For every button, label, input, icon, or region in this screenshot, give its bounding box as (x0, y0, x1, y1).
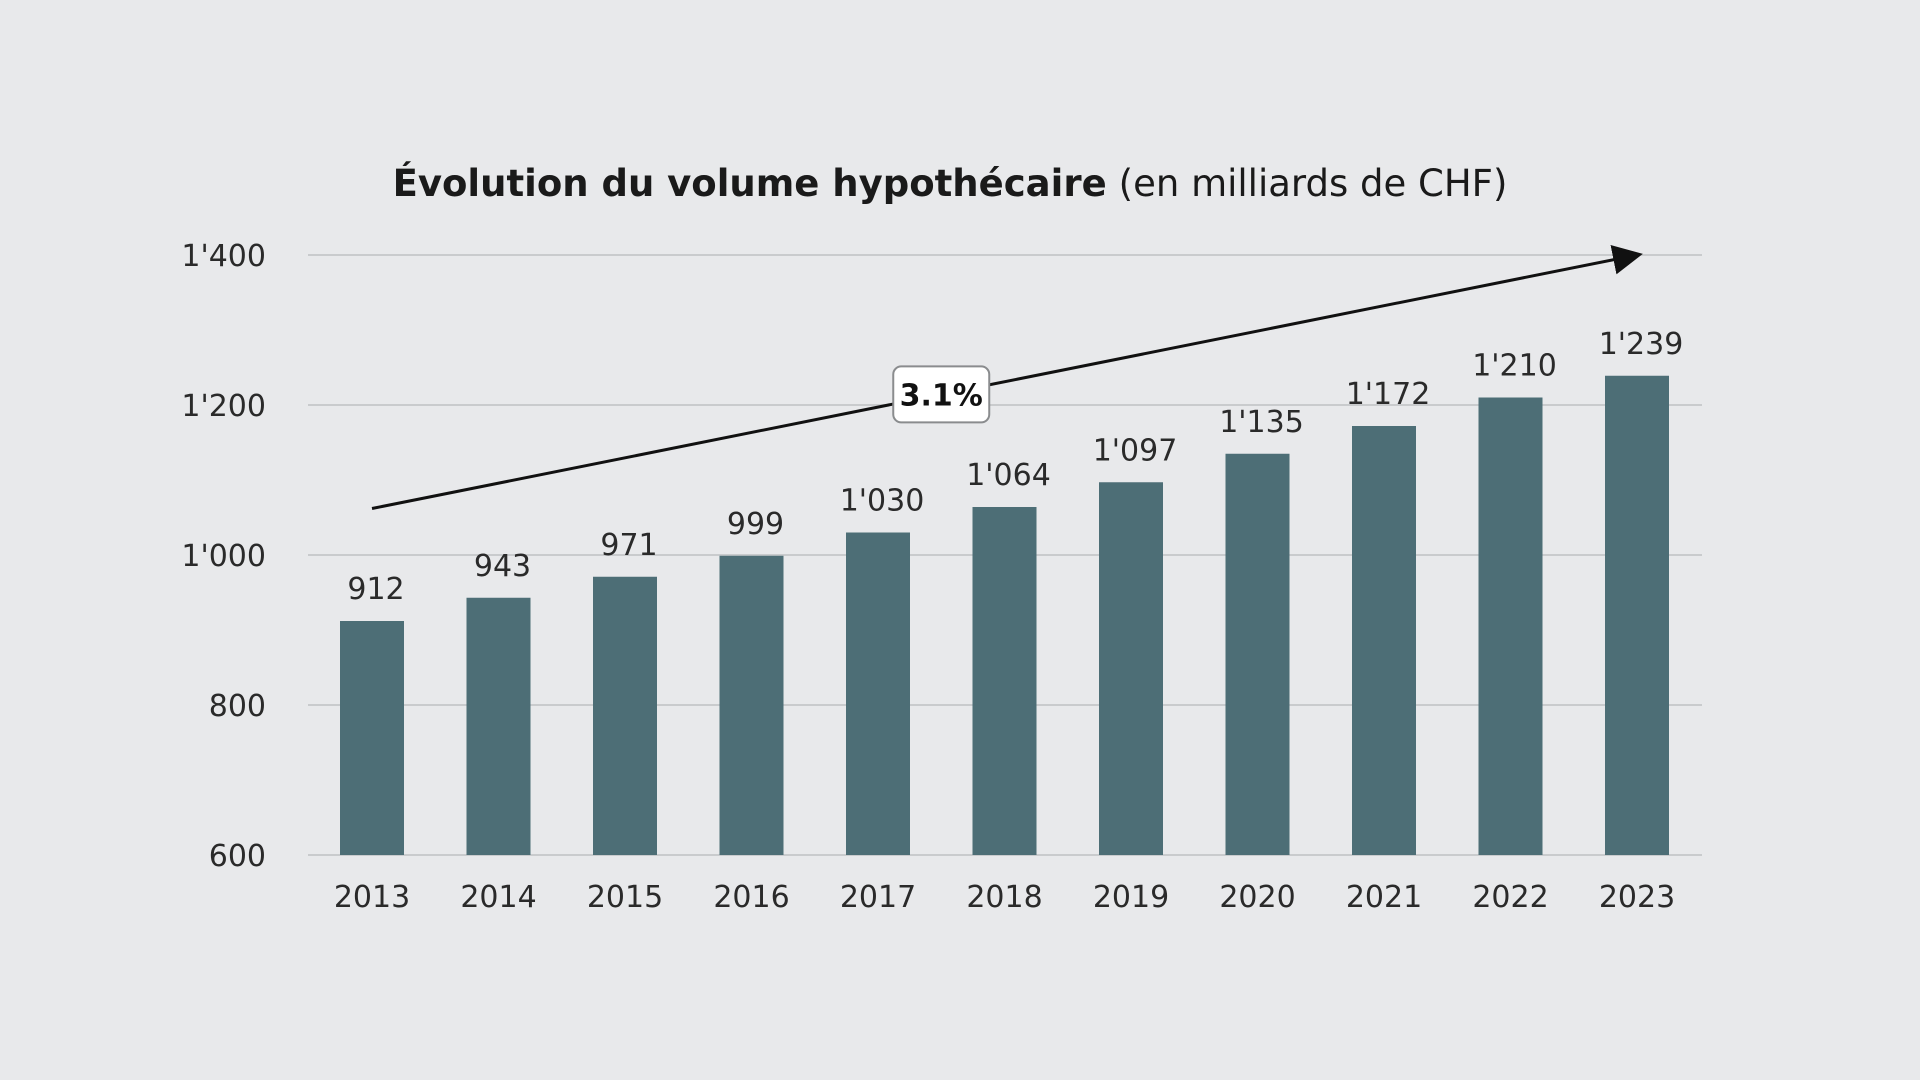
trend-annotation: 3.1% (371, 245, 1643, 510)
bar-2016 (719, 555, 784, 855)
chart-title-main: Évolution du volume hypothécaire (393, 161, 1107, 205)
y-tick-label: 1'400 (181, 239, 266, 274)
data-label-2018: 1'064 (966, 458, 1051, 493)
y-axis-ticks: 600 800 1'000 1'200 1'400 (181, 239, 266, 874)
y-tick-label: 1'000 (181, 539, 266, 574)
y-tick-label: 1'200 (181, 389, 266, 424)
data-label-2017: 1'030 (840, 484, 925, 519)
x-tick-label-2017: 2017 (840, 880, 916, 915)
chart-title: Évolution du volume hypothécaire (en mill… (393, 161, 1508, 205)
data-label-2022: 1'210 (1472, 349, 1557, 384)
data-labels: 912 943 971 999 1'030 1'064 1'097 1'135 1'172 1'2… (347, 327, 1683, 607)
bar-2018 (972, 507, 1037, 855)
bar-2022 (1478, 397, 1543, 855)
x-tick-label-2019: 2019 (1093, 880, 1169, 915)
x-tick-label-2023: 2023 (1599, 880, 1675, 915)
x-tick-label-2015: 2015 (587, 880, 663, 915)
bars (340, 375, 1669, 855)
bar-2014 (466, 597, 531, 855)
bar-2023 (1605, 375, 1669, 855)
chart-title-subtitle: (en milliards de CHF) (1119, 162, 1508, 205)
growth-rate-box (892, 365, 991, 424)
bar-2020 (1225, 453, 1290, 855)
x-tick-label-2020: 2020 (1219, 880, 1295, 915)
data-label-2015: 971 (600, 528, 657, 563)
data-label-2021: 1'172 (1346, 377, 1431, 412)
x-tick-label-2018: 2018 (966, 880, 1042, 915)
x-axis-ticks: 2013 2014 2015 2016 2017 2018 2019 2020 2021 2022… (334, 880, 1675, 915)
x-tick-label-2014: 2014 (460, 880, 536, 915)
data-label-2016: 999 (727, 507, 784, 542)
data-label-2023: 1'239 (1599, 327, 1684, 362)
bar-2017 (846, 532, 910, 855)
data-label-2020: 1'135 (1219, 405, 1304, 440)
x-tick-label-2016: 2016 (713, 880, 789, 915)
trend-arrow (371, 245, 1643, 510)
y-tick-label: 600 (209, 839, 266, 874)
bar-2019 (1099, 482, 1163, 855)
data-label-2014: 943 (474, 549, 531, 584)
data-label-2013: 912 (347, 572, 404, 607)
data-label-2019: 1'097 (1093, 433, 1178, 468)
growth-rate-label: 3.1% (900, 378, 983, 413)
bar-2013 (340, 621, 404, 855)
x-tick-label-2022: 2022 (1472, 880, 1548, 915)
y-tick-label: 800 (209, 689, 266, 724)
x-tick-label-2013: 2013 (334, 880, 410, 915)
x-tick-label-2021: 2021 (1346, 880, 1422, 915)
bar-2021 (1352, 426, 1416, 855)
bar-2015 (593, 576, 657, 855)
